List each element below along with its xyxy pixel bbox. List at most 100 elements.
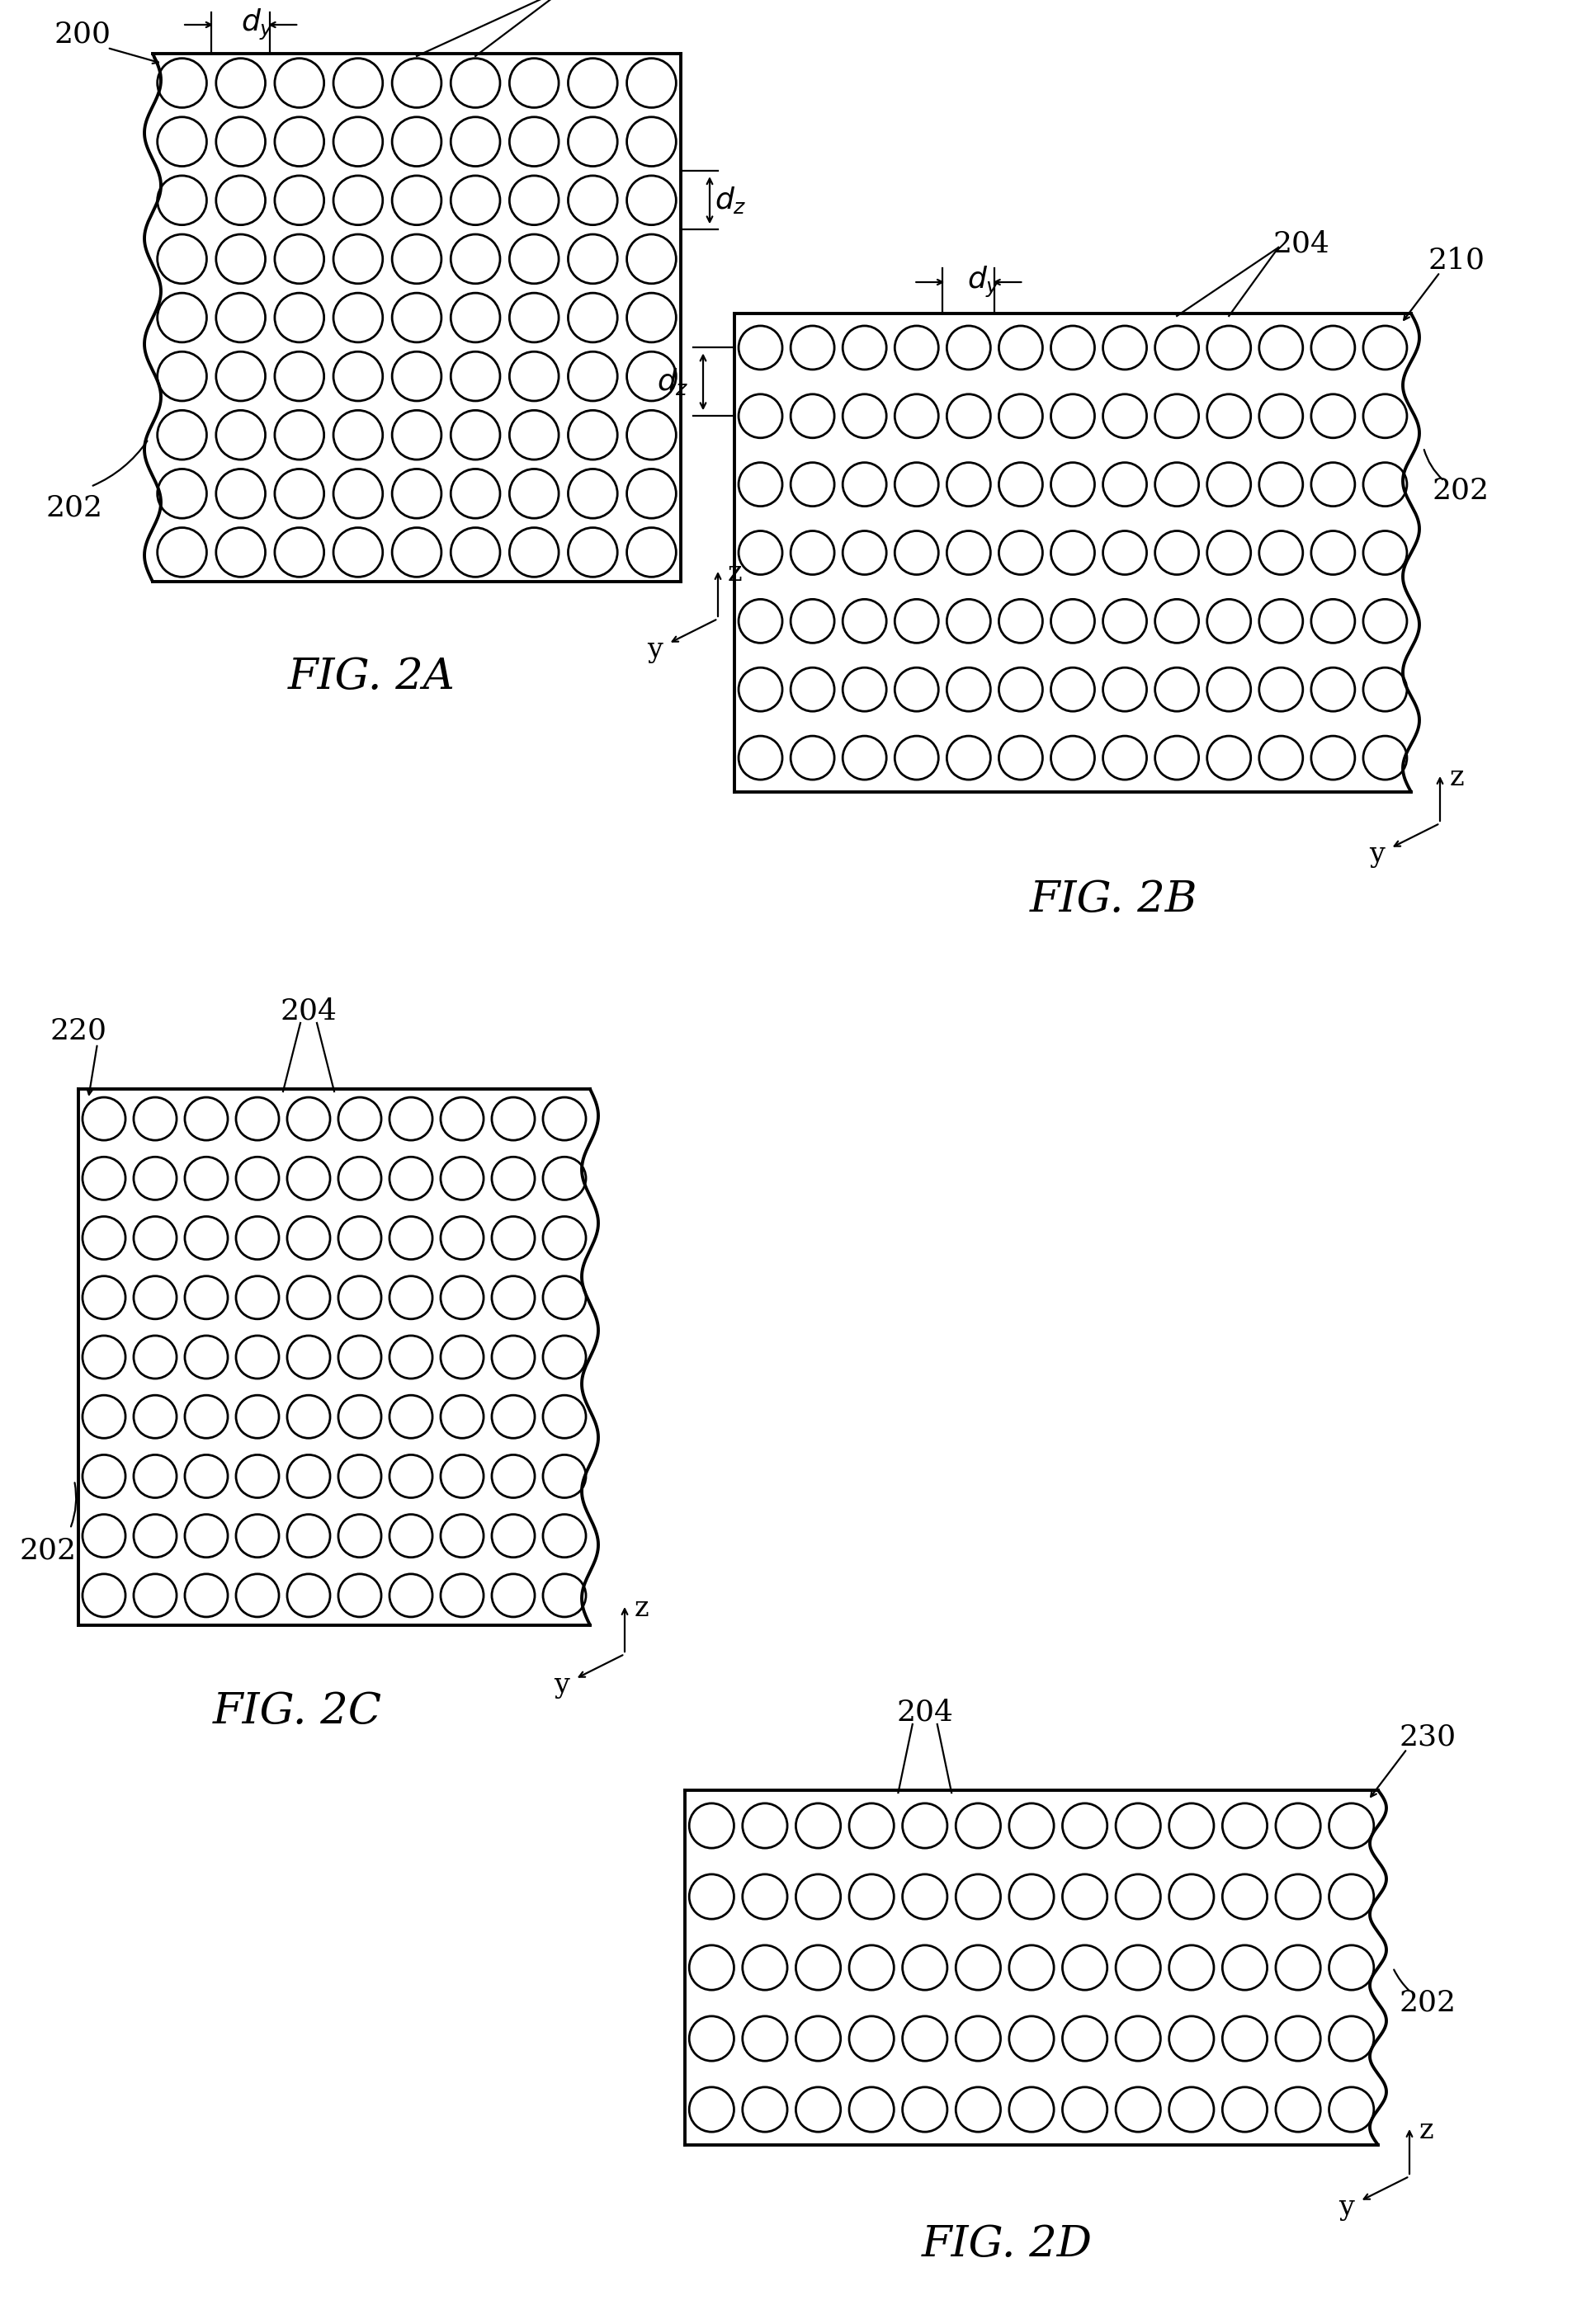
Circle shape bbox=[216, 528, 266, 576]
Circle shape bbox=[1328, 1803, 1375, 1848]
Circle shape bbox=[83, 1573, 126, 1618]
Circle shape bbox=[83, 1097, 126, 1141]
Circle shape bbox=[689, 1873, 733, 1920]
Circle shape bbox=[390, 1336, 433, 1378]
Circle shape bbox=[947, 325, 991, 370]
Circle shape bbox=[1052, 600, 1095, 644]
Text: 202: 202 bbox=[1432, 476, 1489, 504]
Circle shape bbox=[334, 528, 383, 576]
Circle shape bbox=[1115, 2017, 1160, 2061]
Circle shape bbox=[1208, 667, 1251, 711]
Circle shape bbox=[509, 528, 558, 576]
Circle shape bbox=[390, 1215, 433, 1260]
Circle shape bbox=[543, 1394, 585, 1439]
Circle shape bbox=[1155, 325, 1198, 370]
Circle shape bbox=[1169, 1945, 1214, 1989]
Circle shape bbox=[1363, 667, 1406, 711]
Circle shape bbox=[1063, 1873, 1107, 1920]
Circle shape bbox=[275, 177, 325, 225]
Circle shape bbox=[286, 1336, 329, 1378]
Circle shape bbox=[509, 58, 558, 107]
Circle shape bbox=[1276, 2087, 1321, 2131]
Circle shape bbox=[509, 116, 558, 167]
Circle shape bbox=[185, 1157, 228, 1199]
Circle shape bbox=[738, 737, 783, 779]
Circle shape bbox=[1103, 530, 1147, 574]
Circle shape bbox=[275, 469, 325, 518]
Circle shape bbox=[339, 1394, 382, 1439]
Circle shape bbox=[339, 1215, 382, 1260]
Circle shape bbox=[689, 1803, 733, 1848]
Circle shape bbox=[1052, 462, 1095, 507]
Circle shape bbox=[956, 2087, 1001, 2131]
Circle shape bbox=[1063, 1803, 1107, 1848]
Circle shape bbox=[1258, 667, 1303, 711]
Circle shape bbox=[999, 462, 1042, 507]
Circle shape bbox=[339, 1157, 382, 1199]
Circle shape bbox=[568, 116, 617, 167]
Circle shape bbox=[843, 530, 886, 574]
Text: z: z bbox=[635, 1597, 649, 1622]
Circle shape bbox=[627, 411, 676, 460]
Circle shape bbox=[1363, 600, 1406, 644]
Circle shape bbox=[689, 2017, 733, 2061]
Circle shape bbox=[627, 116, 676, 167]
Circle shape bbox=[689, 1945, 733, 1989]
Circle shape bbox=[339, 1455, 382, 1497]
Circle shape bbox=[339, 1573, 382, 1618]
Circle shape bbox=[286, 1276, 329, 1320]
Circle shape bbox=[158, 351, 207, 402]
Circle shape bbox=[999, 737, 1042, 779]
Circle shape bbox=[999, 325, 1042, 370]
Circle shape bbox=[568, 351, 617, 402]
Text: 202: 202 bbox=[46, 493, 103, 521]
Circle shape bbox=[999, 667, 1042, 711]
Circle shape bbox=[1009, 1803, 1053, 1848]
Circle shape bbox=[134, 1215, 177, 1260]
Circle shape bbox=[543, 1215, 585, 1260]
Circle shape bbox=[796, 1873, 840, 1920]
Circle shape bbox=[509, 351, 558, 402]
Circle shape bbox=[1222, 2017, 1266, 2061]
Circle shape bbox=[1009, 1945, 1053, 1989]
Circle shape bbox=[450, 469, 500, 518]
Text: FIG. 2D: FIG. 2D bbox=[921, 2224, 1091, 2266]
Circle shape bbox=[1169, 2017, 1214, 2061]
Text: 202: 202 bbox=[19, 1536, 76, 1564]
Circle shape bbox=[1276, 1803, 1321, 1848]
Circle shape bbox=[796, 1945, 840, 1989]
Circle shape bbox=[391, 469, 441, 518]
Circle shape bbox=[791, 737, 834, 779]
Text: 200: 200 bbox=[54, 21, 111, 49]
Circle shape bbox=[1155, 395, 1198, 437]
Circle shape bbox=[627, 528, 676, 576]
Circle shape bbox=[390, 1455, 433, 1497]
Circle shape bbox=[1328, 2017, 1375, 2061]
Circle shape bbox=[83, 1276, 126, 1320]
Circle shape bbox=[1222, 1873, 1266, 1920]
Circle shape bbox=[850, 2017, 894, 2061]
Circle shape bbox=[1276, 1945, 1321, 1989]
Circle shape bbox=[627, 235, 676, 284]
Circle shape bbox=[947, 530, 991, 574]
Circle shape bbox=[947, 667, 991, 711]
Circle shape bbox=[1208, 395, 1251, 437]
Text: 202: 202 bbox=[1398, 1989, 1456, 2017]
Circle shape bbox=[185, 1515, 228, 1557]
Text: 204: 204 bbox=[896, 1699, 953, 1727]
Circle shape bbox=[1328, 1945, 1375, 1989]
Circle shape bbox=[1208, 600, 1251, 644]
Circle shape bbox=[158, 293, 207, 342]
Circle shape bbox=[743, 1803, 788, 1848]
Circle shape bbox=[334, 177, 383, 225]
Circle shape bbox=[492, 1215, 535, 1260]
Circle shape bbox=[894, 325, 939, 370]
Circle shape bbox=[1363, 530, 1406, 574]
Text: FIG. 2B: FIG. 2B bbox=[1029, 878, 1198, 920]
Circle shape bbox=[185, 1455, 228, 1497]
Circle shape bbox=[390, 1394, 433, 1439]
Circle shape bbox=[796, 2087, 840, 2131]
Circle shape bbox=[83, 1394, 126, 1439]
Circle shape bbox=[185, 1573, 228, 1618]
Circle shape bbox=[216, 177, 266, 225]
